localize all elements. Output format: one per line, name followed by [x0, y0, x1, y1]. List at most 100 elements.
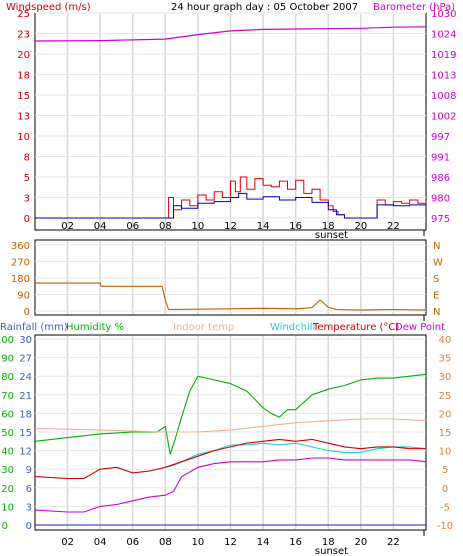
x-tick-label-top: 10 — [192, 221, 205, 232]
direction-tick-label: 270 — [11, 258, 30, 269]
series-wind-direction — [35, 282, 427, 311]
series-windchill — [165, 442, 427, 468]
label-rainfall: Rainfall (mm) — [0, 322, 68, 333]
series-humidity — [34, 373, 427, 455]
compass-tick-label: S — [433, 274, 439, 285]
barometer-tick-label: 1013 — [431, 71, 456, 82]
x-tick-label-top: 04 — [94, 221, 107, 232]
compass-tick-label: N — [433, 307, 440, 318]
humidity-tick-label: 30 — [1, 465, 14, 476]
humidity-tick-label: 50 — [1, 428, 14, 439]
sunset-label: sunset — [315, 230, 348, 241]
temp-tick-label: 25 — [439, 391, 452, 402]
rain-tick-label: 0 — [26, 521, 32, 532]
temp-tick-label: 10 — [439, 447, 452, 458]
humidity-tick-label: 80 — [1, 372, 14, 383]
x-tick-label-bottom: 02 — [61, 537, 74, 548]
rain-tick-label: 21 — [19, 391, 32, 402]
wind-tick-label: 3 — [24, 194, 30, 205]
barometer-tick-label: 980 — [431, 194, 450, 205]
barometer-tick-label: 1002 — [431, 112, 456, 123]
wind-tick-label: 0 — [24, 214, 30, 225]
temp-tick-label: -10 — [437, 521, 453, 532]
series-barometer — [34, 26, 427, 42]
barometer-tick-label: 975 — [431, 214, 450, 225]
temp-tick-label: 20 — [439, 409, 452, 420]
wind-tick-label: 20 — [17, 50, 30, 61]
rain-tick-label: 6 — [26, 484, 32, 495]
x-tick-label-top: 12 — [224, 221, 237, 232]
wind-tick-label: 23 — [17, 30, 30, 41]
temp-tick-label: -5 — [440, 502, 450, 513]
x-tick-label-top: 02 — [61, 221, 74, 232]
barometer-tick-label: 1008 — [431, 91, 456, 102]
x-tick-label-bottom: 08 — [159, 537, 172, 548]
x-tick-label-bottom: 12 — [224, 537, 237, 548]
wind-tick-label: 18 — [17, 71, 30, 82]
humidity-tick-label: 20 — [1, 484, 14, 495]
compass-tick-label: N — [433, 241, 440, 252]
rain-tick-label: 24 — [19, 372, 32, 383]
rain-tick-label: 12 — [19, 447, 32, 458]
label-windchill: Windchill — [270, 322, 315, 333]
x-tick-label-top: 18 — [322, 221, 335, 232]
humidity-tick-label: 90 — [1, 354, 14, 365]
temp-tick-label: 5 — [442, 465, 448, 476]
x-tick-label-bottom: 10 — [192, 537, 205, 548]
wind-tick-label: 13 — [17, 112, 30, 123]
wind-tick-label: 8 — [24, 153, 30, 164]
x-tick-label-top: 22 — [387, 221, 400, 232]
temp-tick-label: 40 — [439, 335, 452, 346]
x-tick-label-bottom: 04 — [94, 537, 107, 548]
wind-tick-label: 25 — [17, 9, 30, 20]
humidity-tick-label: 40 — [1, 447, 14, 458]
compass-tick-label: E — [433, 291, 439, 302]
x-tick-label-bottom: 14 — [257, 537, 270, 548]
series-indoor-temp — [34, 418, 427, 433]
series-dew-point — [34, 457, 427, 513]
series-temperature — [34, 438, 426, 480]
sunset-label: sunset — [315, 546, 348, 556]
rain-tick-label: 30 — [19, 335, 32, 346]
temp-tick-label: 15 — [439, 428, 452, 439]
right-axis-title-barometer: Barometer (hPa) — [373, 2, 455, 13]
compass-tick-label: W — [433, 258, 443, 269]
x-tick-label-top: 06 — [126, 221, 139, 232]
x-tick-label-bottom: 20 — [354, 537, 367, 548]
barometer-tick-label: 1019 — [431, 50, 456, 61]
label-humidity: Humidity % — [66, 322, 124, 333]
rain-tick-label: 3 — [26, 502, 32, 513]
x-tick-label-bottom: 16 — [289, 537, 302, 548]
left-axis-title-wind: Windspeed (m/s) — [6, 2, 91, 13]
rain-tick-label: 15 — [19, 428, 32, 439]
series-gust — [35, 176, 427, 219]
label-dew-point: Dew Point — [395, 322, 445, 333]
direction-tick-label: 360 — [11, 241, 30, 252]
x-tick-label-top: 14 — [257, 221, 270, 232]
humidity-tick-label: 100 — [0, 335, 14, 346]
barometer-tick-label: 991 — [431, 153, 450, 164]
x-tick-label-bottom: 06 — [126, 537, 139, 548]
barometer-tick-label: 1030 — [431, 9, 456, 20]
x-tick-label-bottom: 22 — [387, 537, 400, 548]
direction-tick-label: 180 — [11, 274, 30, 285]
wind-tick-label: 10 — [17, 132, 30, 143]
series-windspeed — [35, 192, 426, 219]
chart-title: 24 hour graph day : 05 October 2007 — [171, 2, 358, 13]
barometer-tick-label: 997 — [431, 132, 450, 143]
rain-tick-label: 18 — [19, 409, 32, 420]
wind-tick-label: 5 — [24, 173, 30, 184]
humidity-tick-label: 0 — [2, 521, 8, 532]
series-lines — [34, 26, 427, 526]
rain-tick-label: 27 — [19, 354, 32, 365]
label-indoor-temp: Indoor temp — [173, 322, 234, 333]
wind-tick-label: 15 — [17, 91, 30, 102]
direction-tick-label: 90 — [17, 291, 30, 302]
humidity-tick-label: 60 — [1, 409, 14, 420]
barometer-tick-label: 1024 — [431, 30, 456, 41]
barometer-tick-label: 986 — [431, 173, 450, 184]
rain-tick-label: 9 — [26, 465, 32, 476]
x-tick-label-top: 16 — [289, 221, 302, 232]
